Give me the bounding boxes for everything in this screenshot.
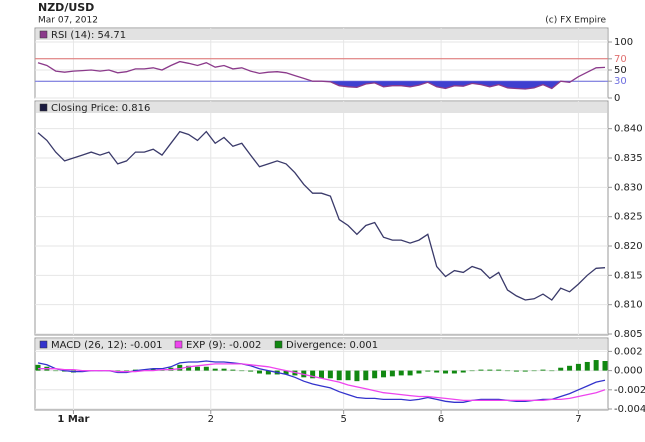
bar xyxy=(540,369,546,371)
y-tick-label: 0.835 xyxy=(614,153,643,164)
bar xyxy=(354,370,360,382)
bar xyxy=(265,370,271,375)
bar xyxy=(53,370,59,372)
bar xyxy=(212,368,218,371)
bar xyxy=(381,370,387,378)
legend-swatch xyxy=(174,340,183,349)
bar xyxy=(35,364,41,371)
legend-label: EXP (9): -0.002 xyxy=(186,340,261,351)
legend-label: MACD (26, 12): -0.001 xyxy=(51,340,163,351)
bar xyxy=(425,370,431,372)
panel-title: RSI (14): 54.71 xyxy=(51,30,126,41)
panel-header xyxy=(36,29,607,40)
y-tick-label: -0.002 xyxy=(614,385,645,396)
bar xyxy=(558,367,564,371)
bar xyxy=(549,370,555,372)
y-tick-label: -0.004 xyxy=(614,404,645,415)
y-tick-label: 0.000 xyxy=(614,366,643,377)
y-tick-label: 30 xyxy=(614,76,627,87)
y-tick-label: 0.825 xyxy=(614,212,643,223)
y-tick-label: 0 xyxy=(614,93,620,104)
panel-title: Closing Price: 0.816 xyxy=(51,103,150,114)
bar xyxy=(239,370,245,372)
bar xyxy=(372,370,378,379)
bar xyxy=(478,369,484,371)
panel xyxy=(34,100,609,336)
y-tick-label: 0.820 xyxy=(614,241,643,252)
line xyxy=(38,363,606,402)
bar xyxy=(593,360,599,371)
bar xyxy=(416,370,422,374)
legend-swatch xyxy=(39,340,48,349)
bar xyxy=(522,370,528,372)
legend-swatch xyxy=(39,30,48,39)
bar xyxy=(398,370,404,376)
bar xyxy=(460,370,466,373)
legend-label: Divergence: 0.001 xyxy=(286,340,378,351)
bar xyxy=(567,365,573,371)
y-tick-label: 0.805 xyxy=(614,329,643,340)
line xyxy=(37,130,606,301)
bar xyxy=(487,369,493,371)
y-tick-label: 100 xyxy=(614,37,633,48)
legend-swatch xyxy=(274,340,283,349)
bar xyxy=(496,369,502,371)
bar xyxy=(451,370,457,374)
bar xyxy=(345,370,351,381)
bar xyxy=(469,370,475,372)
x-tick-label: 2 xyxy=(208,414,214,425)
bar xyxy=(230,369,236,371)
bar xyxy=(248,370,254,372)
x-tick-label: 7 xyxy=(575,414,581,425)
x-tick-label: 6 xyxy=(438,414,444,425)
line xyxy=(37,60,606,90)
copyright: (c) FX Empire xyxy=(545,16,606,26)
bar xyxy=(434,370,440,373)
bar xyxy=(513,370,519,372)
y-tick-label: 0.840 xyxy=(614,124,643,135)
x-tick-label: 1 Mar xyxy=(57,414,89,425)
bar xyxy=(310,370,316,379)
bar xyxy=(531,370,537,372)
legend-swatch xyxy=(39,103,48,112)
bar xyxy=(283,370,289,375)
bar xyxy=(177,364,183,371)
y-tick-label: 0.830 xyxy=(614,182,643,193)
bar xyxy=(221,368,227,371)
bar xyxy=(319,370,324,379)
bar xyxy=(150,368,156,371)
panel-header xyxy=(36,102,607,113)
bar xyxy=(336,370,342,381)
x-tick-label: 5 xyxy=(340,414,346,425)
chart-date: Mar 07, 2012 xyxy=(38,16,98,26)
bar xyxy=(584,361,590,371)
y-tick-label: 70 xyxy=(614,54,627,65)
bar xyxy=(575,363,581,371)
bar xyxy=(505,370,511,372)
bar xyxy=(363,370,369,381)
y-tick-label: 0.815 xyxy=(614,270,643,281)
bar xyxy=(602,361,608,371)
bar xyxy=(194,366,200,371)
bar xyxy=(186,365,192,371)
y-tick-label: 50 xyxy=(614,65,627,76)
bar xyxy=(443,370,449,374)
bar xyxy=(203,366,209,371)
bar xyxy=(256,370,262,374)
y-tick-label: 0.002 xyxy=(614,346,643,357)
bar xyxy=(327,370,333,379)
bar xyxy=(389,370,395,377)
panel-header xyxy=(36,339,607,350)
chart-title: NZD/USD xyxy=(38,1,94,14)
oversold-area xyxy=(38,81,605,89)
y-tick-label: 0.810 xyxy=(614,300,643,311)
bar xyxy=(407,370,413,376)
